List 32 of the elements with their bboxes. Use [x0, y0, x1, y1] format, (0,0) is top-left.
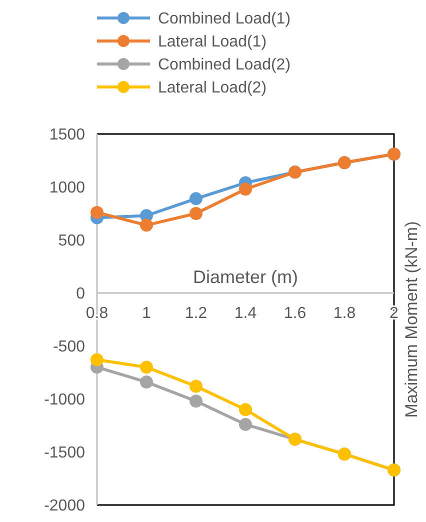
point [190, 380, 202, 393]
x-tick-label: 1.2 [184, 305, 208, 322]
y-tick-label: 0 [76, 286, 86, 303]
point [140, 376, 153, 389]
legend-label: Combined Load(1) [158, 10, 291, 28]
y-tick-label: -1000 [44, 392, 86, 409]
y-tick-label: 1000 [49, 180, 86, 197]
point [190, 394, 202, 408]
point [140, 218, 153, 232]
y-tick-label: 500 [58, 232, 86, 250]
point [140, 360, 153, 374]
legend-label: Lateral Load(2) [158, 80, 267, 97]
x-tick-label: 1 [142, 305, 152, 322]
x-tick-label: 0.8 [86, 305, 108, 322]
legend-label: Lateral Load(1) [158, 34, 267, 51]
legend-label: Combined Load(2) [158, 56, 291, 74]
x-axis-title: Diameter (m) [192, 267, 298, 287]
point [239, 182, 252, 196]
point [239, 418, 252, 431]
y-tick-label: 1500 [49, 126, 86, 144]
point [239, 403, 252, 416]
point [90, 353, 104, 366]
y-tick-label: -1500 [44, 444, 86, 462]
point [190, 192, 202, 206]
x-tick-label: 1.8 [333, 305, 356, 322]
point [190, 207, 202, 220]
y-tick-label: -500 [52, 338, 86, 356]
point [90, 206, 104, 219]
x-tick-label: 1.4 [234, 305, 257, 322]
y-tick-label: -2000 [44, 498, 86, 515]
y-axis-title: Maximum Moment (kN-m) [402, 221, 421, 418]
x-tick-label: 1.6 [284, 305, 306, 322]
